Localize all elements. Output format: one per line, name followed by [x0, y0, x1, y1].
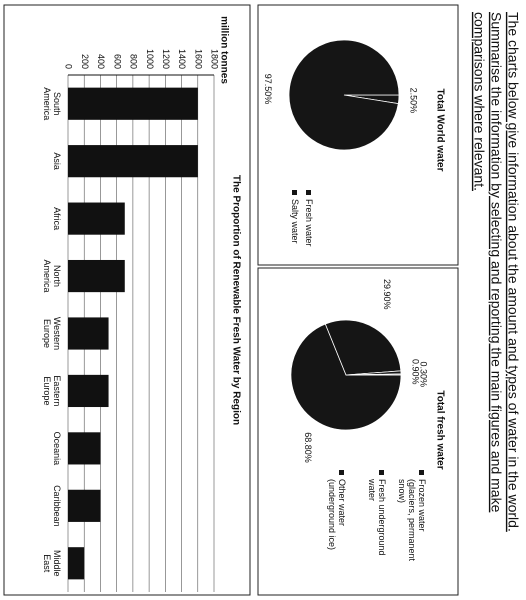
bar	[68, 145, 198, 178]
bar	[68, 87, 198, 120]
value-label: 0.30%	[419, 362, 429, 388]
legend-label: Other water(underground ice)	[327, 479, 347, 550]
pie-slice	[324, 319, 402, 376]
value-label: 2.50%	[408, 88, 418, 114]
y-tick-label: 800	[129, 54, 139, 69]
x-tick-label: Asia	[52, 152, 62, 170]
y-tick-label: 1000	[145, 49, 155, 69]
legend-swatch	[339, 470, 344, 475]
x-tick-label: WesternEurope	[42, 317, 62, 350]
x-tick-label: NorthAmerica	[42, 260, 62, 293]
x-tick-label: Africa	[52, 207, 62, 230]
instruction-line: Summarise the information by selecting a…	[488, 12, 504, 513]
bar	[67, 317, 109, 350]
y-tick-label: 1600	[193, 49, 203, 69]
x-tick-label: SouthAmerica	[42, 87, 62, 120]
legend-label: Fresh water	[304, 199, 314, 247]
value-label: 68.80%	[303, 432, 313, 463]
bar	[67, 374, 109, 408]
pie-box	[257, 267, 459, 596]
pie-slice	[290, 323, 402, 431]
chart-title: The Proportion of Renewable Fresh Water …	[230, 175, 241, 425]
legend-swatch	[292, 190, 297, 195]
value-label: 0.90%	[411, 359, 421, 385]
bar-box	[3, 4, 251, 596]
legend-label: Fresh undergroundwater	[367, 478, 387, 556]
legend-swatch	[306, 190, 311, 195]
bar	[68, 489, 101, 522]
pie-slice	[345, 373, 402, 376]
legend-label: Salty water	[290, 199, 300, 244]
y-tick-label: 200	[80, 54, 90, 69]
chart-title: Total fresh water	[434, 390, 445, 469]
bar	[68, 432, 101, 465]
instruction-line: comparisons where relevant.	[471, 12, 487, 191]
x-tick-label: Oceania	[52, 432, 62, 466]
y-tick-label: 400	[96, 54, 106, 69]
legend-swatch	[419, 470, 424, 475]
bar	[67, 259, 125, 293]
y-tick-label: 1200	[161, 49, 171, 69]
y-tick-label: 1800	[210, 49, 220, 69]
x-tick-label: Caribbean	[52, 485, 62, 527]
bar	[67, 202, 125, 235]
y-tick-label: 0	[64, 64, 74, 69]
instruction-line: The charts below give information about …	[505, 12, 521, 532]
value-label: 29.90%	[382, 279, 392, 310]
x-tick-label: MiddleEast	[42, 550, 62, 577]
value-label: 97.50%	[263, 74, 273, 105]
x-tick-label: EasternEurope	[42, 375, 62, 406]
pie-slice	[288, 39, 400, 151]
y-tick-label: 1400	[177, 49, 187, 69]
legend-swatch	[379, 470, 384, 475]
pie-box	[257, 4, 459, 266]
axis-label: million tonnes	[218, 16, 229, 84]
legend-label: Frozen water(glaciers, permanentsnow)	[397, 479, 427, 562]
bar	[68, 547, 85, 580]
y-tick-label: 600	[112, 54, 122, 69]
chart-title: Total World water	[434, 89, 445, 172]
